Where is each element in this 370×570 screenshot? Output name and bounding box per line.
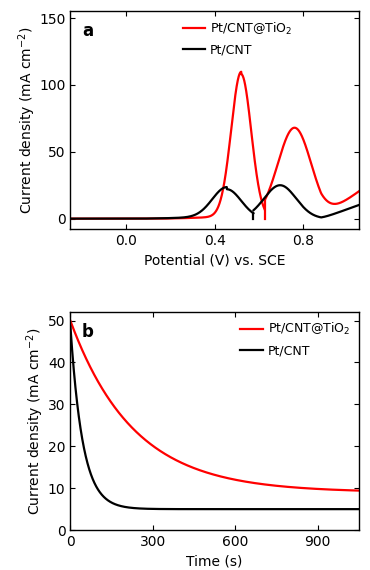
Y-axis label: Current density (mA cm$^{-2}$): Current density (mA cm$^{-2}$): [16, 27, 38, 214]
X-axis label: Time (s): Time (s): [186, 555, 243, 568]
Text: a: a: [82, 22, 93, 40]
X-axis label: Potential (V) vs. SCE: Potential (V) vs. SCE: [144, 254, 285, 268]
Y-axis label: Current density (mA cm$^{-2}$): Current density (mA cm$^{-2}$): [25, 327, 46, 515]
Legend: Pt/CNT@TiO$_2$, Pt/CNT: Pt/CNT@TiO$_2$, Pt/CNT: [178, 15, 297, 62]
Legend: Pt/CNT@TiO$_2$, Pt/CNT: Pt/CNT@TiO$_2$, Pt/CNT: [235, 316, 356, 362]
Text: b: b: [82, 323, 94, 341]
